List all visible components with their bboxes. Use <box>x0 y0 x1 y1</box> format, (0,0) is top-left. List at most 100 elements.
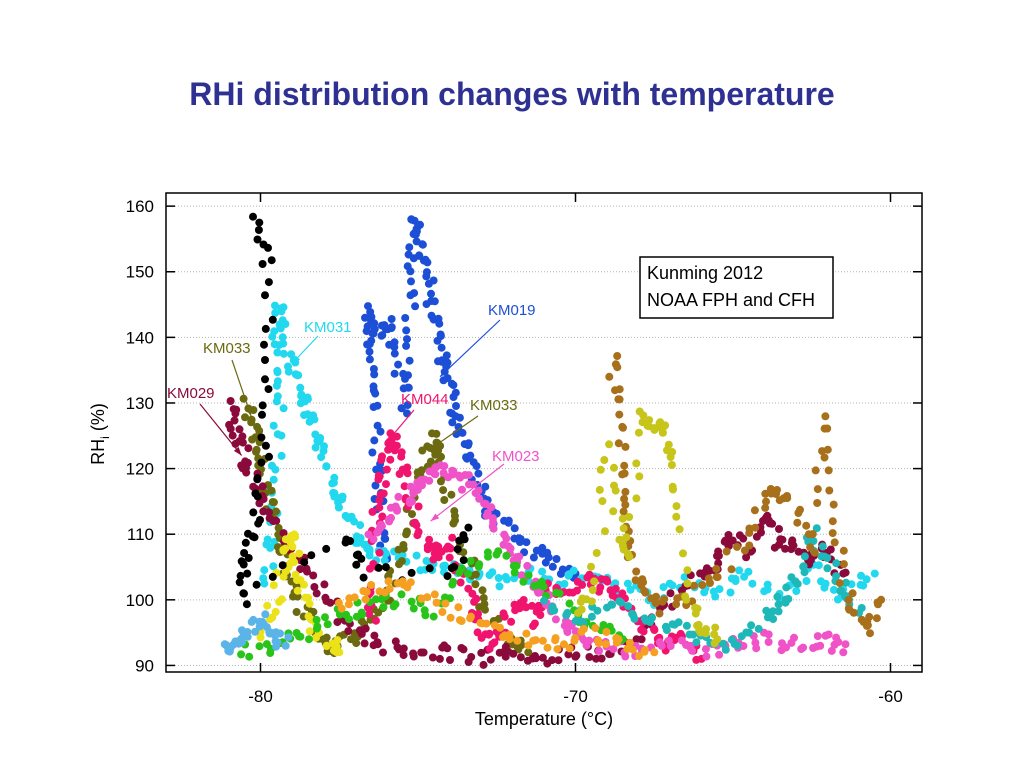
data-point <box>264 278 273 287</box>
data-point <box>775 496 784 505</box>
data-point <box>637 581 646 590</box>
data-point <box>269 581 278 590</box>
data-point <box>474 469 483 478</box>
data-point <box>261 324 270 333</box>
data-point <box>410 289 419 298</box>
data-point <box>253 474 262 483</box>
data-point <box>361 313 369 322</box>
series-unlabeled <box>605 352 886 638</box>
data-point <box>240 589 248 598</box>
data-point <box>454 471 463 480</box>
data-point <box>639 627 648 636</box>
data-point <box>650 425 659 434</box>
data-point <box>625 638 634 647</box>
data-point <box>509 649 518 658</box>
data-point <box>411 230 420 239</box>
data-point <box>261 441 270 450</box>
data-point <box>641 646 649 655</box>
data-point <box>635 472 644 481</box>
data-point <box>454 603 463 612</box>
data-point <box>781 544 790 553</box>
data-point <box>368 448 377 457</box>
data-point <box>652 592 661 601</box>
data-point <box>515 538 524 546</box>
data-point <box>260 566 269 575</box>
data-point <box>613 352 622 360</box>
data-point <box>548 656 557 665</box>
data-point <box>844 596 853 604</box>
data-point <box>374 563 383 572</box>
data-point <box>675 525 684 534</box>
data-point <box>228 431 237 440</box>
y-axis-title-main: RH <box>88 439 108 465</box>
data-point <box>688 597 697 606</box>
data-point <box>322 597 331 605</box>
data-point <box>488 640 497 648</box>
data-point <box>284 633 293 642</box>
data-point <box>409 604 418 613</box>
data-point <box>775 525 783 533</box>
data-point <box>399 644 408 653</box>
annotation-arrowhead <box>430 441 440 449</box>
data-point <box>643 421 652 430</box>
legend-frame <box>639 256 834 319</box>
data-point <box>440 462 449 471</box>
data-point <box>435 319 444 328</box>
series-km019 <box>361 215 580 582</box>
data-point <box>403 469 412 478</box>
data-point <box>420 606 429 615</box>
data-point <box>747 621 756 630</box>
data-point <box>422 272 431 281</box>
data-point <box>243 632 252 641</box>
data-point <box>295 549 304 558</box>
data-point <box>502 534 511 543</box>
data-point <box>387 315 396 323</box>
data-point <box>579 624 588 633</box>
data-point <box>728 536 737 545</box>
data-point <box>713 635 722 644</box>
data-point <box>571 652 580 661</box>
data-point <box>820 583 829 592</box>
annotation-km033: KM033 <box>430 397 518 450</box>
data-point <box>826 545 835 554</box>
legend-box: Kunming 2012 NOAA FPH and CFH <box>639 256 834 319</box>
data-point <box>823 424 832 433</box>
data-point <box>404 383 413 392</box>
data-point <box>243 569 252 578</box>
data-point <box>651 599 660 608</box>
data-point <box>344 514 353 523</box>
data-point <box>495 582 504 591</box>
data-point <box>761 489 770 498</box>
data-point <box>439 486 448 495</box>
data-point <box>300 411 309 420</box>
data-point <box>271 607 280 616</box>
data-point <box>774 607 783 616</box>
data-point <box>371 595 380 604</box>
data-point <box>692 638 701 647</box>
data-point <box>379 603 388 611</box>
data-point <box>595 587 603 596</box>
data-point <box>711 592 720 601</box>
data-point <box>573 586 581 595</box>
series-unlabeled <box>574 407 722 648</box>
data-point <box>403 409 411 418</box>
data-point <box>763 585 772 594</box>
data-point <box>650 626 659 634</box>
data-point <box>360 639 369 648</box>
data-point <box>611 486 620 495</box>
annotation-km031: KM031 <box>291 319 352 365</box>
data-point <box>261 356 269 364</box>
data-point <box>666 453 675 461</box>
data-point <box>258 482 267 491</box>
data-point <box>721 645 730 654</box>
annotation-arrow <box>430 463 505 522</box>
data-point <box>242 468 251 477</box>
data-point <box>261 291 269 300</box>
annotation-km019: KM019 <box>439 302 536 378</box>
data-point <box>446 656 454 664</box>
data-point <box>839 569 848 578</box>
data-point <box>418 240 427 249</box>
data-point <box>839 546 848 555</box>
data-point <box>364 530 373 539</box>
